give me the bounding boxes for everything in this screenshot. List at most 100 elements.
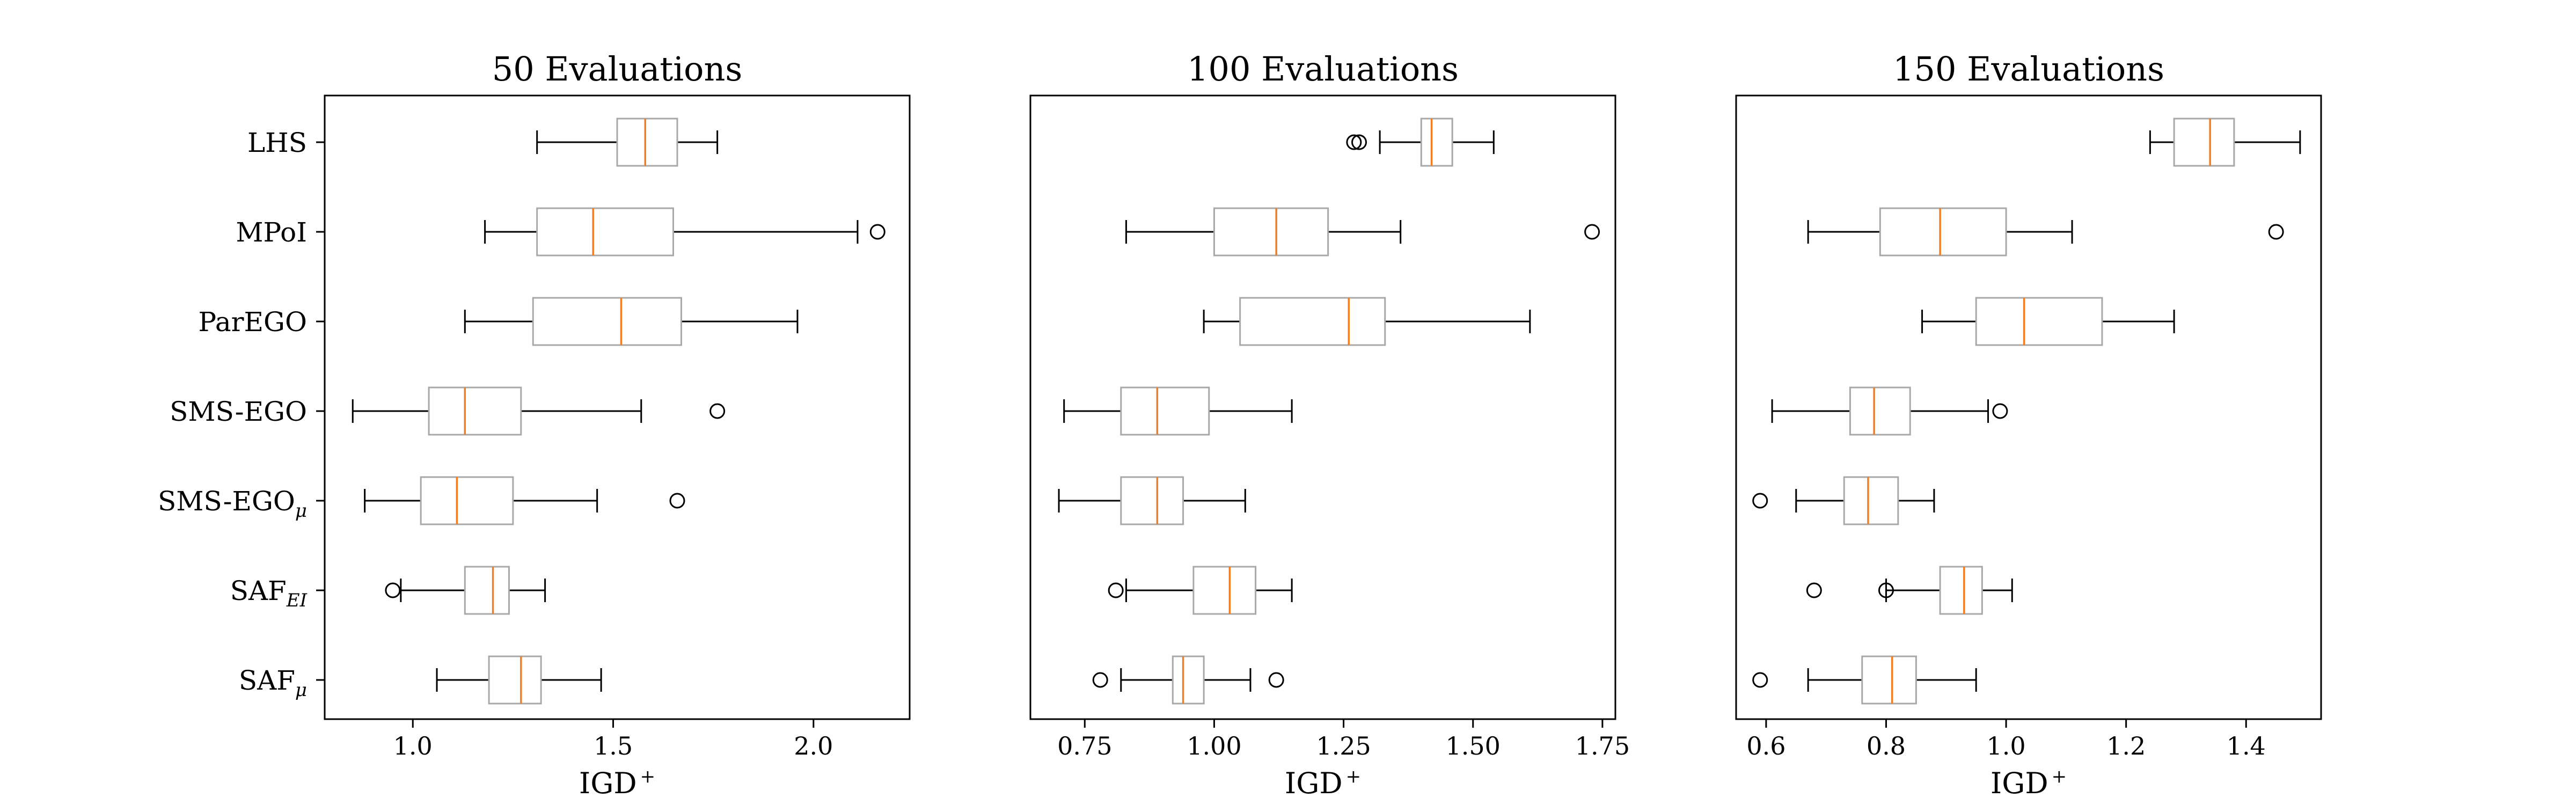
iqr-box bbox=[1213, 207, 1329, 257]
panel-title: 50 Evaluations bbox=[492, 49, 742, 89]
category-label-text: SAF bbox=[239, 665, 295, 696]
x-axis-label-base: IGD bbox=[1285, 766, 1343, 800]
iqr-box bbox=[1120, 386, 1210, 436]
box-0 bbox=[1346, 118, 1495, 167]
iqr-box bbox=[1879, 207, 2007, 257]
category-label: LHS bbox=[247, 127, 307, 158]
box-0 bbox=[2149, 118, 2301, 167]
iqr-box bbox=[1861, 655, 1917, 705]
outlier-point bbox=[1108, 582, 1124, 598]
x-axis-label: IGD + bbox=[1285, 766, 1361, 800]
outlier-point bbox=[385, 582, 401, 598]
category-label: SAFEI bbox=[230, 575, 308, 611]
box-6 bbox=[1752, 655, 1977, 705]
category-label: SMS-EGO bbox=[170, 396, 307, 427]
outlier-point bbox=[1351, 134, 1367, 150]
iqr-box bbox=[1239, 297, 1386, 346]
box-3 bbox=[1771, 386, 2008, 436]
iqr-box bbox=[536, 207, 675, 257]
category-label-text: MPoI bbox=[236, 217, 307, 248]
iqr-box bbox=[1843, 476, 1899, 525]
iqr-box bbox=[420, 476, 514, 525]
plot-frame bbox=[324, 94, 911, 720]
outlier-point bbox=[1992, 403, 2008, 419]
category-label: ParEGO bbox=[198, 306, 307, 338]
x-tick-label: 1.5 bbox=[594, 731, 633, 760]
category-label: SMS-EGOμ bbox=[158, 486, 307, 522]
outlier-point bbox=[1878, 582, 1894, 598]
iqr-box bbox=[428, 386, 522, 436]
category-label-subscript: EI bbox=[286, 590, 308, 611]
category-label: MPoI bbox=[236, 217, 307, 248]
outlier-point bbox=[2268, 224, 2284, 240]
box-3 bbox=[352, 386, 726, 436]
x-axis-label-superscript: + bbox=[2052, 766, 2067, 787]
x-axis-label-base: IGD bbox=[579, 766, 637, 800]
x-axis-label-superscript: + bbox=[640, 766, 656, 787]
x-tick-label: 0.6 bbox=[1746, 731, 1785, 760]
iqr-box bbox=[616, 118, 678, 167]
x-tick-label: 1.2 bbox=[2106, 731, 2146, 760]
box-2 bbox=[464, 297, 799, 346]
plot-frame bbox=[1029, 94, 1616, 720]
outlier-point bbox=[1806, 582, 1822, 598]
category-label-text: SMS-EGO bbox=[170, 396, 307, 427]
box-0 bbox=[536, 118, 719, 167]
x-axis-label: IGD + bbox=[579, 766, 655, 800]
x-axis-label-superscript: + bbox=[1346, 766, 1362, 787]
x-tick-label: 0.8 bbox=[1867, 731, 1906, 760]
box-3 bbox=[1063, 386, 1293, 436]
x-tick-label: 1.4 bbox=[2227, 731, 2266, 760]
iqr-box bbox=[1975, 297, 2103, 346]
panel-marks: 0.75 1.00 1.25 1.50 1.75 bbox=[1057, 118, 1630, 760]
outlier-point bbox=[1584, 224, 1600, 240]
x-tick-label: 1.75 bbox=[1575, 731, 1630, 760]
panel-150-evaluations: 150 Evaluations 0.6 0.8 1.0 1.2 1.4 IGD + bbox=[1735, 49, 2322, 800]
iqr-box bbox=[532, 297, 682, 346]
iqr-box bbox=[1172, 655, 1205, 705]
x-tick-label: 1.50 bbox=[1446, 731, 1501, 760]
outlier-point bbox=[1092, 672, 1108, 688]
iqr-box bbox=[1420, 118, 1453, 167]
iqr-box bbox=[464, 566, 510, 615]
box-2 bbox=[1921, 297, 2175, 346]
box-6 bbox=[436, 655, 602, 705]
x-axis-label-base: IGD bbox=[1990, 766, 2048, 800]
category-label: SAFμ bbox=[239, 665, 307, 701]
x-tick-label: 1.00 bbox=[1187, 731, 1241, 760]
iqr-box bbox=[1939, 566, 1983, 615]
box-1 bbox=[1807, 207, 2284, 257]
box-6 bbox=[1092, 655, 1284, 705]
box-4 bbox=[1752, 476, 1935, 525]
iqr-box bbox=[488, 655, 542, 705]
x-tick-label: 1.0 bbox=[393, 731, 433, 760]
box-4 bbox=[364, 476, 685, 525]
category-label-text: LHS bbox=[247, 127, 307, 158]
iqr-box bbox=[1192, 566, 1257, 615]
x-tick-label: 1.25 bbox=[1316, 731, 1371, 760]
outlier-point bbox=[669, 493, 685, 509]
box-4 bbox=[1058, 476, 1246, 525]
panel-title: 100 Evaluations bbox=[1187, 49, 1459, 89]
outlier-point bbox=[1346, 134, 1362, 150]
outlier-point bbox=[1752, 672, 1768, 688]
category-label-subscript: μ bbox=[295, 500, 307, 522]
x-tick-label: 1.0 bbox=[1986, 731, 2025, 760]
box-5 bbox=[1806, 566, 2013, 615]
box-5 bbox=[1108, 566, 1293, 615]
panel-title: 150 Evaluations bbox=[1893, 49, 2164, 89]
outlier-point bbox=[869, 224, 885, 240]
category-label-text: SMS-EGO bbox=[158, 486, 295, 517]
iqr-box bbox=[1849, 386, 1911, 436]
outlier-point bbox=[1268, 672, 1284, 688]
category-label-text: ParEGO bbox=[198, 306, 307, 338]
outlier-point bbox=[709, 403, 726, 419]
outlier-point bbox=[1752, 493, 1768, 509]
iqr-box bbox=[2173, 118, 2235, 167]
box-2 bbox=[1203, 297, 1531, 346]
panel-50-evaluations: 50 Evaluations 1.0 1.5 2.0 IGD + bbox=[316, 49, 911, 800]
panel-marks: 1.0 1.5 2.0 bbox=[316, 118, 885, 760]
iqr-box bbox=[1120, 476, 1184, 525]
